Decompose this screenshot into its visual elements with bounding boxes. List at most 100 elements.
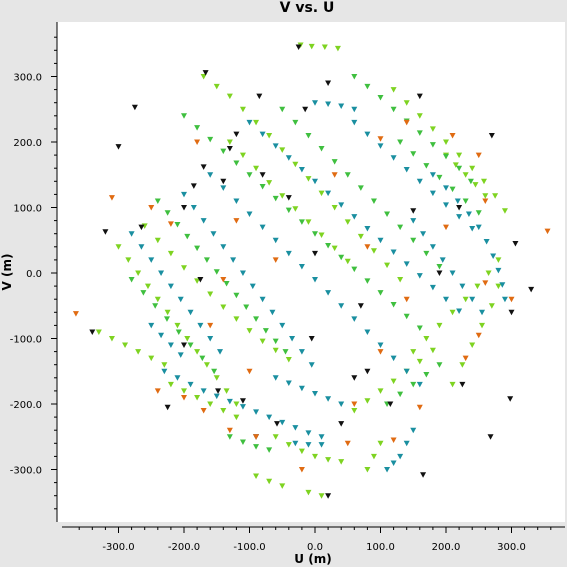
data-point bbox=[325, 190, 332, 197]
data-point bbox=[164, 404, 171, 411]
data-point bbox=[200, 408, 207, 414]
y-tick-label: 200.0 bbox=[13, 138, 42, 149]
data-point bbox=[416, 113, 423, 119]
data-point bbox=[253, 434, 260, 440]
data-point bbox=[334, 45, 341, 52]
data-point bbox=[285, 442, 292, 448]
data-point bbox=[223, 280, 230, 287]
data-point bbox=[475, 210, 482, 216]
data-point bbox=[416, 404, 423, 411]
data-point bbox=[108, 336, 115, 342]
data-point bbox=[390, 87, 397, 93]
x-axis-ticks: -300.0 -200.0 -100.0 0.0 100.0 200.0 300.0 bbox=[78, 527, 552, 553]
data-point bbox=[429, 172, 436, 178]
y-tick-label: 300.0 bbox=[13, 73, 42, 84]
data-point bbox=[377, 342, 384, 349]
data-point bbox=[410, 218, 417, 224]
data-point bbox=[181, 205, 187, 211]
data-point bbox=[485, 270, 492, 276]
data-point bbox=[488, 132, 495, 139]
data-point bbox=[190, 205, 197, 211]
data-point bbox=[370, 198, 377, 204]
data-point bbox=[472, 182, 479, 188]
data-point bbox=[364, 225, 371, 232]
data-point bbox=[490, 253, 497, 259]
data-point bbox=[487, 434, 494, 440]
data-point bbox=[213, 393, 220, 400]
data-point bbox=[462, 296, 469, 303]
data-point bbox=[298, 263, 305, 270]
data-point bbox=[469, 296, 476, 303]
data-point bbox=[194, 139, 201, 145]
data-point bbox=[429, 347, 436, 354]
data-point bbox=[429, 142, 436, 148]
data-point bbox=[305, 176, 312, 182]
chart-title: V vs. U bbox=[280, 0, 335, 16]
data-point bbox=[256, 93, 263, 100]
data-point bbox=[249, 283, 256, 290]
data-point bbox=[364, 131, 371, 138]
data-point bbox=[475, 152, 482, 159]
data-point bbox=[154, 198, 161, 204]
data-point bbox=[465, 211, 472, 218]
data-point bbox=[321, 44, 328, 51]
data-point bbox=[259, 338, 266, 345]
data-point bbox=[423, 372, 430, 378]
data-point bbox=[220, 304, 227, 311]
data-point bbox=[420, 472, 427, 478]
data-point bbox=[318, 146, 325, 152]
data-point bbox=[167, 381, 174, 388]
data-point bbox=[331, 245, 338, 252]
data-point bbox=[331, 172, 338, 178]
data-point bbox=[161, 368, 168, 375]
data-point bbox=[220, 178, 227, 185]
data-point bbox=[483, 239, 490, 245]
data-point bbox=[410, 151, 417, 157]
data-point bbox=[443, 296, 449, 303]
data-point bbox=[501, 296, 508, 303]
data-point bbox=[449, 132, 456, 139]
data-point bbox=[351, 375, 358, 381]
y-axis-label: V (m) bbox=[0, 254, 14, 291]
data-point bbox=[187, 342, 194, 349]
data-point bbox=[194, 125, 201, 131]
data-point bbox=[272, 195, 279, 202]
data-point bbox=[122, 342, 129, 349]
data-point bbox=[266, 132, 273, 139]
data-point bbox=[279, 147, 286, 153]
data-point bbox=[508, 309, 515, 316]
x-tick-label: 300.0 bbox=[497, 542, 526, 553]
data-point bbox=[187, 309, 194, 316]
data-point bbox=[164, 309, 171, 316]
data-point bbox=[279, 322, 286, 329]
data-point bbox=[226, 427, 233, 434]
data-point bbox=[512, 241, 519, 247]
data-point bbox=[479, 309, 486, 316]
data-point bbox=[181, 342, 187, 349]
data-point bbox=[364, 368, 371, 375]
data-point bbox=[312, 231, 318, 237]
data-point bbox=[325, 101, 332, 108]
data-point bbox=[474, 283, 481, 290]
data-point bbox=[338, 103, 345, 109]
data-point bbox=[285, 250, 292, 257]
data-point bbox=[318, 190, 325, 197]
data-point bbox=[115, 244, 122, 250]
data-point bbox=[285, 380, 292, 387]
data-point bbox=[410, 427, 417, 434]
data-point bbox=[298, 167, 305, 173]
data-point bbox=[482, 280, 489, 286]
data-point bbox=[357, 185, 364, 191]
data-point bbox=[331, 159, 338, 165]
data-point bbox=[499, 282, 506, 288]
data-point bbox=[72, 311, 79, 317]
data-point bbox=[390, 155, 397, 161]
data-point bbox=[272, 375, 279, 381]
data-point bbox=[410, 208, 417, 214]
data-point bbox=[259, 172, 266, 178]
data-point bbox=[312, 250, 318, 257]
data-point bbox=[298, 219, 305, 225]
data-point bbox=[164, 210, 171, 216]
y-tick-label: -200.0 bbox=[10, 400, 42, 411]
y-tick-label: -300.0 bbox=[10, 466, 42, 477]
